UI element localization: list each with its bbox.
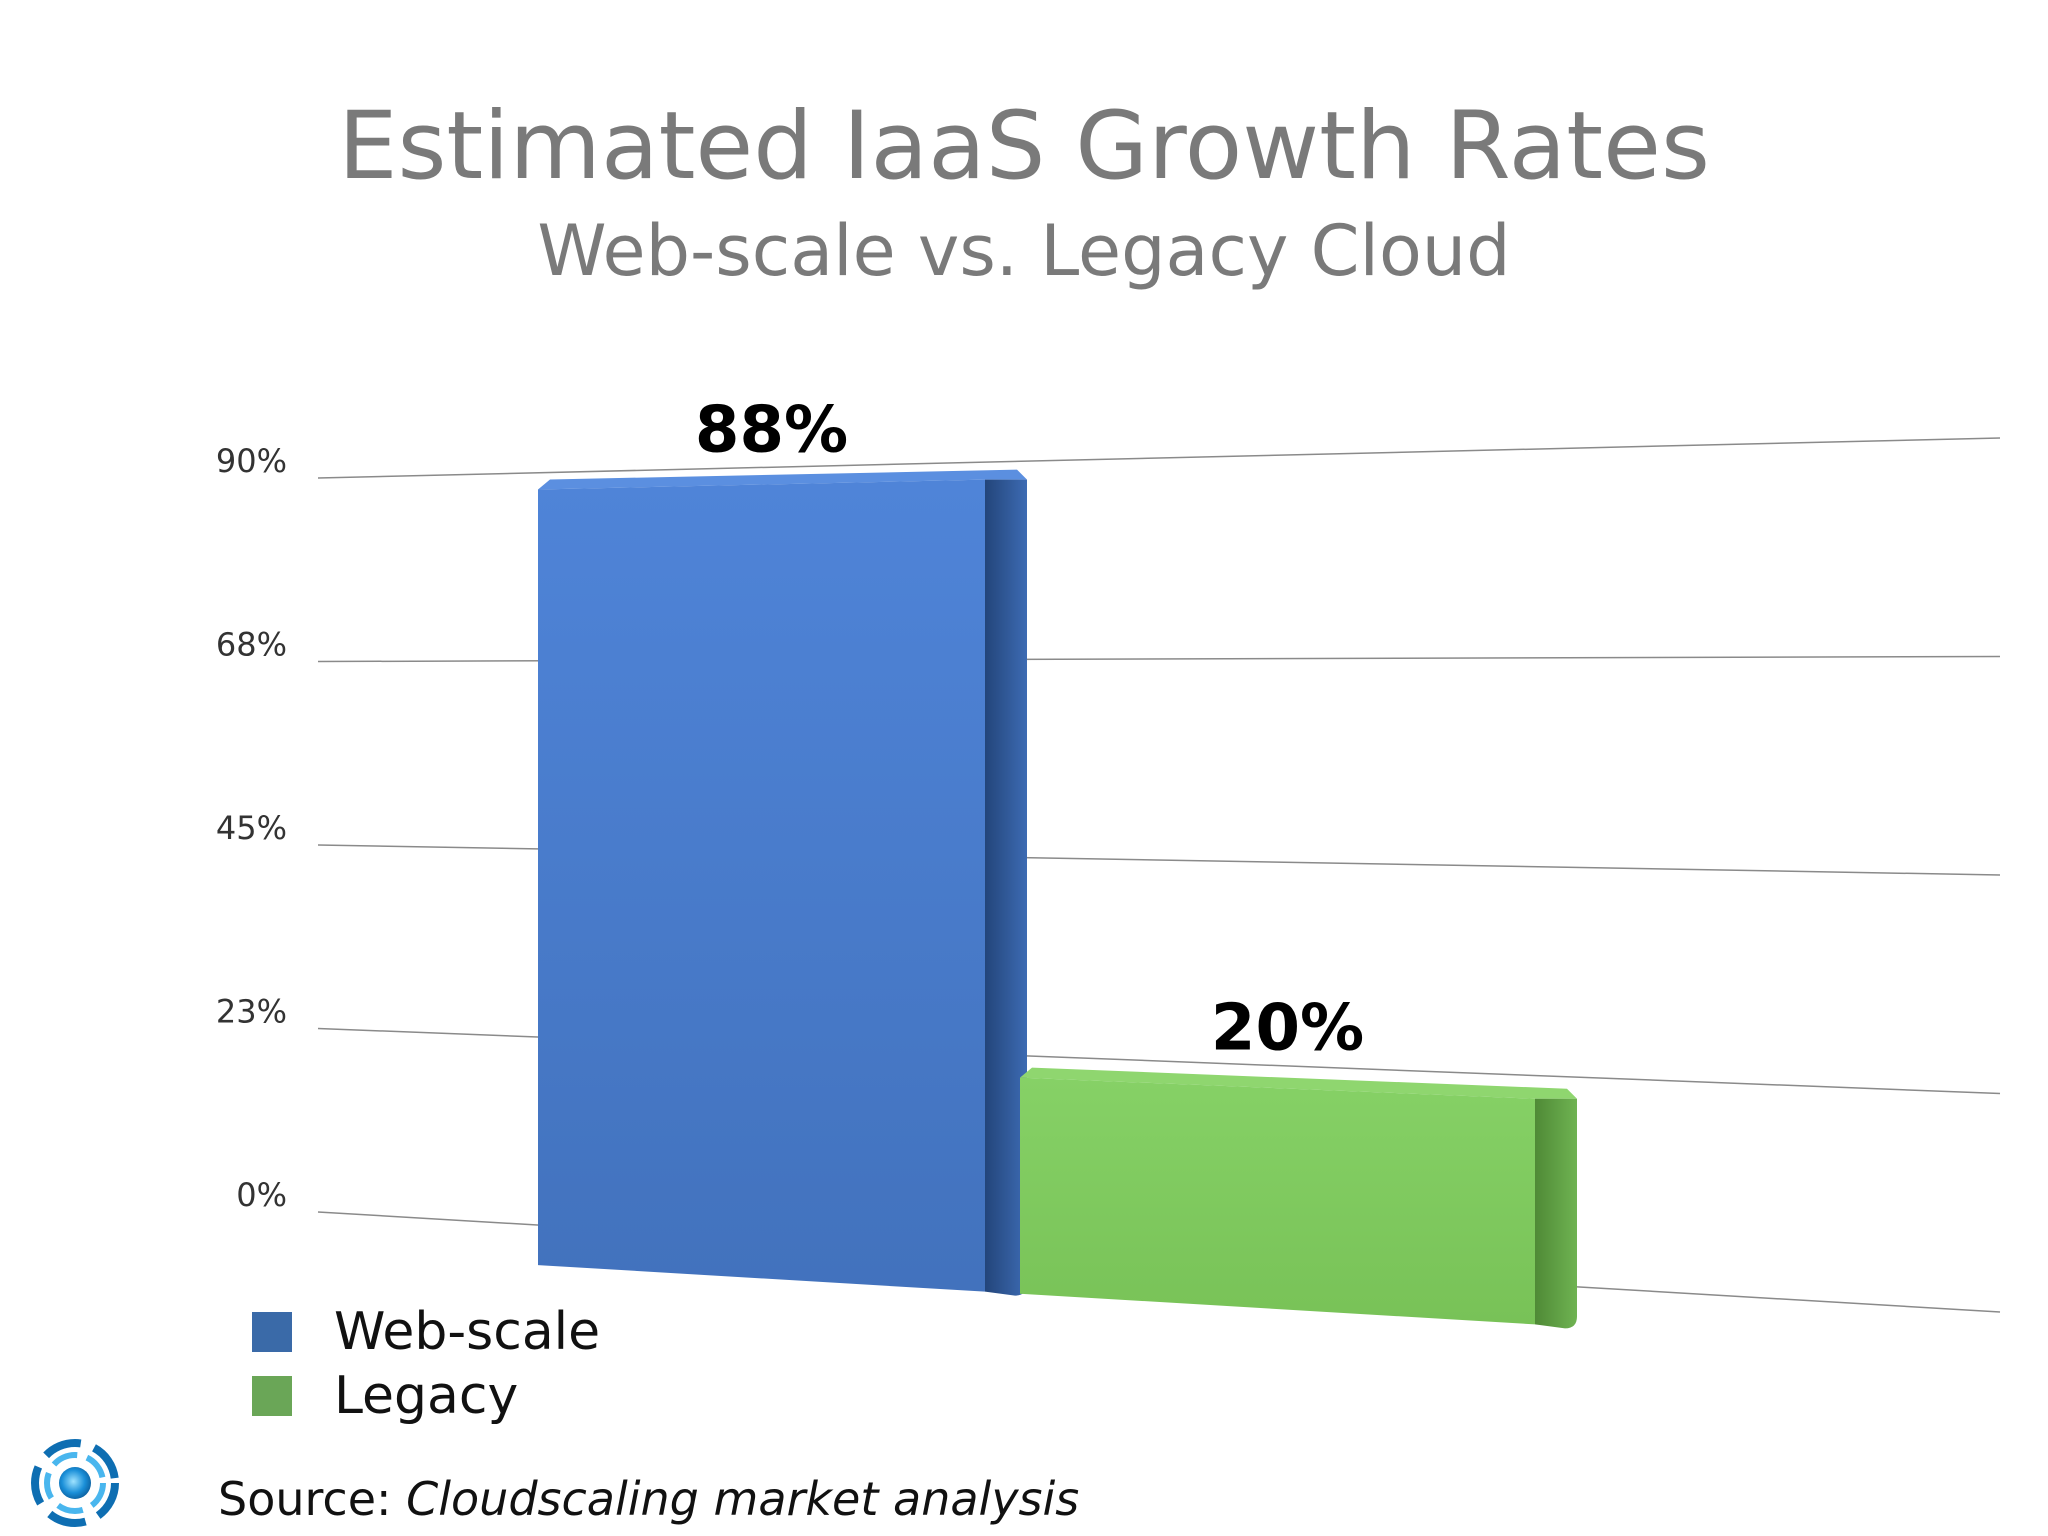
y-tick-label: 23% bbox=[216, 993, 287, 1031]
bar-legacy bbox=[1020, 1067, 1577, 1329]
chart-title: Estimated IaaS Growth Rates bbox=[338, 92, 1710, 201]
bar-legacy-side bbox=[1535, 1098, 1577, 1329]
bar-web-scale-top bbox=[538, 469, 1027, 490]
y-axis-tick-labels: 0% 23% 45% 68% 90% bbox=[216, 442, 287, 1214]
source-label: Source: bbox=[218, 1472, 392, 1526]
cloudscaling-logo-icon bbox=[31, 1439, 119, 1527]
bars bbox=[538, 469, 1577, 1329]
legend-item-legacy: Legacy bbox=[252, 1364, 600, 1428]
bar-legacy-top bbox=[1020, 1067, 1577, 1099]
y-tick-label: 0% bbox=[236, 1176, 287, 1214]
bar-web-scale bbox=[538, 469, 1027, 1296]
legend-swatch-legacy bbox=[252, 1376, 292, 1416]
legend-item-web-scale: Web-scale bbox=[252, 1300, 600, 1364]
y-tick-label: 68% bbox=[216, 626, 287, 664]
legend-label-legacy: Legacy bbox=[334, 1366, 519, 1426]
bar-legacy-front bbox=[1020, 1077, 1535, 1325]
legend-swatch-web-scale bbox=[252, 1312, 292, 1352]
y-tick-label: 45% bbox=[216, 809, 287, 847]
legend: Web-scale Legacy bbox=[252, 1300, 600, 1428]
data-label-legacy: 20% bbox=[1211, 992, 1364, 1066]
source-note: Source: Cloudscaling market analysis bbox=[218, 1472, 1079, 1526]
y-tick-label: 90% bbox=[216, 442, 287, 480]
bar-web-scale-side bbox=[985, 479, 1027, 1296]
data-labels: 88% 20% bbox=[695, 394, 1364, 1066]
gridline bbox=[317, 437, 2001, 479]
legend-label-web-scale: Web-scale bbox=[334, 1302, 601, 1362]
chart-subtitle: Web-scale vs. Legacy Cloud bbox=[537, 210, 1511, 292]
source-detail: Cloudscaling market analysis bbox=[406, 1472, 1080, 1526]
bar-web-scale-front bbox=[538, 479, 985, 1292]
data-label-web-scale: 88% bbox=[695, 394, 848, 468]
bar-chart: 0% 23% 45% 68% 90% 88% 20% bbox=[216, 394, 2001, 1329]
